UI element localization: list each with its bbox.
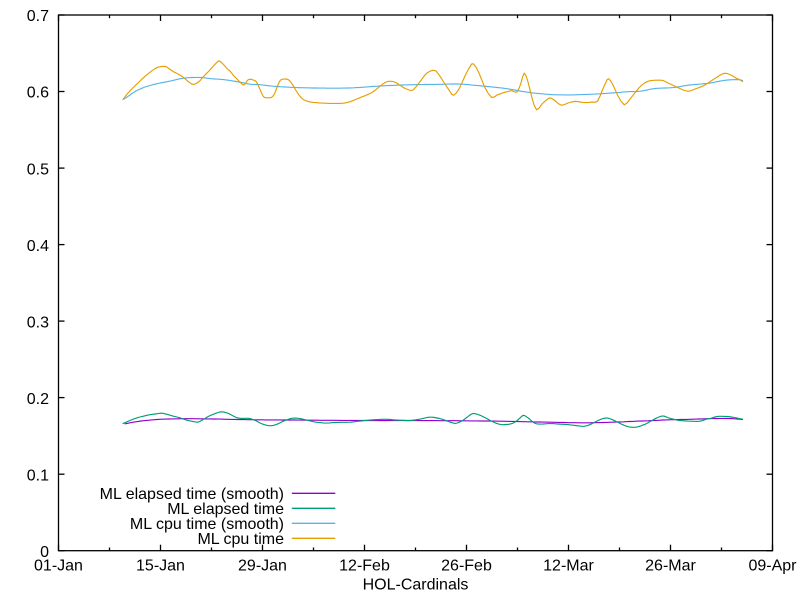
svg-text:26-Mar: 26-Mar bbox=[645, 558, 696, 575]
svg-text:0.5: 0.5 bbox=[27, 161, 49, 178]
svg-text:0.1: 0.1 bbox=[27, 467, 49, 484]
svg-text:ML elapsed time: ML elapsed time bbox=[167, 501, 284, 518]
svg-text:29-Jan: 29-Jan bbox=[238, 558, 287, 575]
svg-text:0.6: 0.6 bbox=[27, 85, 49, 102]
svg-text:0.4: 0.4 bbox=[27, 238, 49, 255]
svg-text:ML cpu time: ML cpu time bbox=[197, 531, 284, 548]
svg-text:ML elapsed time (smooth): ML elapsed time (smooth) bbox=[100, 486, 284, 503]
svg-text:15-Jan: 15-Jan bbox=[136, 558, 185, 575]
svg-text:0: 0 bbox=[40, 544, 49, 561]
svg-text:09-Apr: 09-Apr bbox=[748, 558, 797, 575]
svg-text:12-Mar: 12-Mar bbox=[543, 558, 594, 575]
svg-text:0.2: 0.2 bbox=[27, 391, 49, 408]
svg-text:01-Jan: 01-Jan bbox=[34, 558, 83, 575]
svg-text:26-Feb: 26-Feb bbox=[441, 558, 492, 575]
svg-text:ML cpu time (smooth): ML cpu time (smooth) bbox=[130, 516, 284, 533]
svg-text:12-Feb: 12-Feb bbox=[339, 558, 390, 575]
svg-text:0.7: 0.7 bbox=[27, 8, 49, 25]
svg-text:HOL-Cardinals: HOL-Cardinals bbox=[363, 577, 469, 594]
svg-text:0.3: 0.3 bbox=[27, 314, 49, 331]
